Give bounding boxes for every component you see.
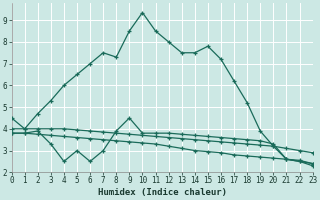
X-axis label: Humidex (Indice chaleur): Humidex (Indice chaleur) [98,188,227,197]
